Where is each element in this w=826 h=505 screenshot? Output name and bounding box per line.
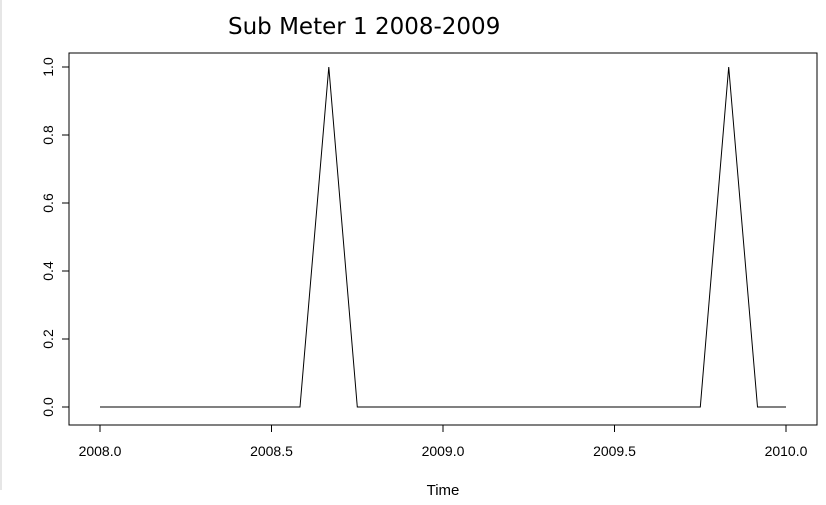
- window-edge: [0, 0, 2, 490]
- y-tick-label: 0.6: [40, 193, 56, 213]
- x-tick-label: 2009.0: [422, 443, 465, 459]
- y-tick-label: 0.8: [40, 125, 56, 145]
- x-axis-label: Time: [427, 482, 460, 499]
- series-layer: [100, 66, 786, 408]
- y-tick-label: 0.2: [40, 329, 56, 349]
- y-tick-label: 0.0: [40, 397, 56, 417]
- y-tick-label: 1.0: [40, 57, 56, 77]
- plot-area: [68, 52, 818, 426]
- x-axis: 2008.0 2008.5 2009.0 2009.5 2010.0: [79, 424, 808, 459]
- y-tick-label: 0.4: [40, 261, 56, 281]
- x-tick-label: 2010.0: [765, 443, 808, 459]
- x-tick-label: 2008.0: [79, 443, 122, 459]
- chart-title: Sub Meter 1 2008-2009: [228, 14, 501, 40]
- x-tick-label: 2008.5: [250, 443, 293, 459]
- series-line: [100, 66, 786, 408]
- y-axis: 0.0 0.2 0.4 0.6 0.8 1.0: [40, 57, 70, 417]
- x-tick-label: 2009.5: [593, 443, 636, 459]
